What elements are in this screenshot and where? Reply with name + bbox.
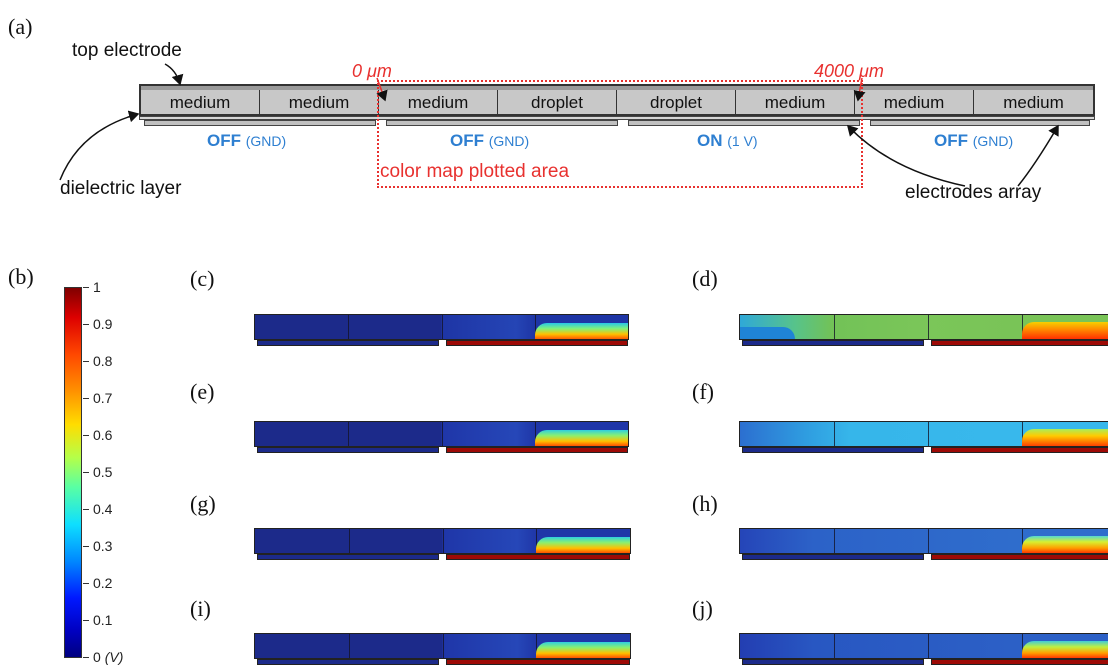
cell-medium: medium bbox=[1003, 93, 1064, 112]
cell-medium: medium bbox=[855, 90, 974, 116]
colorbar-tick-label: 0.1 bbox=[93, 612, 113, 628]
colorbar-tick bbox=[83, 583, 89, 584]
dielectric-layer-label: dielectric layer bbox=[60, 178, 182, 199]
panel-i-electrode bbox=[257, 659, 439, 665]
panel-f-map bbox=[739, 421, 1108, 447]
cell-droplet: droplet bbox=[498, 90, 617, 116]
panel-e-map bbox=[254, 421, 629, 447]
panel-f-electrode-on bbox=[931, 447, 1108, 453]
colorbar-tick-label: 0.8 bbox=[93, 353, 113, 369]
panel-c-map bbox=[254, 314, 629, 340]
colorbar-tick bbox=[83, 546, 89, 547]
panel-d-electrode-on bbox=[931, 340, 1108, 346]
colorbar-tick bbox=[83, 324, 89, 325]
cell-medium: medium bbox=[379, 90, 498, 116]
panel-j-electrode bbox=[742, 659, 924, 665]
colorbar-tick bbox=[83, 509, 89, 510]
electrode-4 bbox=[870, 120, 1090, 126]
panel-b-label: (b) bbox=[8, 264, 34, 289]
panel-f-label: (f) bbox=[692, 379, 714, 404]
colorbar-tick-label: 0.5 bbox=[93, 464, 113, 480]
colorbar-tick bbox=[83, 657, 89, 658]
colorbar-tick bbox=[83, 435, 89, 436]
colorbar-tick-label: 0.3 bbox=[93, 538, 113, 554]
cell-medium: medium bbox=[141, 90, 260, 116]
colorbar-tick-label: 0.6 bbox=[93, 427, 113, 443]
colorbar-tick bbox=[83, 620, 89, 621]
top-electrode-label: top electrode bbox=[72, 40, 182, 61]
panel-c-electrode-on bbox=[446, 340, 628, 346]
colorbar-tick-label: 1 bbox=[93, 279, 101, 295]
panel-j-label: (j) bbox=[692, 596, 713, 621]
electrode-3 bbox=[628, 120, 860, 126]
panel-d-label: (d) bbox=[692, 266, 718, 291]
colorbar-tick-label: 0.4 bbox=[93, 501, 113, 517]
panel-a-label: (a) bbox=[8, 14, 33, 39]
panel-c-label: (c) bbox=[190, 266, 215, 291]
panel-f-electrode bbox=[742, 447, 924, 453]
panel-h-electrode-on bbox=[931, 554, 1108, 560]
panel-e-electrode bbox=[257, 447, 439, 453]
electrodes-array-label: electrodes array bbox=[905, 182, 1042, 203]
electrode-1-label: OFF (GND) bbox=[207, 131, 287, 150]
colorbar-tick bbox=[83, 361, 89, 362]
panel-g-electrode-on bbox=[446, 554, 630, 560]
electrode-2 bbox=[386, 120, 618, 126]
plotted-area-box bbox=[377, 80, 863, 188]
panel-g-electrode bbox=[257, 554, 439, 560]
panel-j-map bbox=[739, 633, 1108, 659]
panel-g-map bbox=[254, 528, 631, 554]
panel-i-label: (i) bbox=[190, 596, 211, 621]
panel-h-electrode bbox=[742, 554, 924, 560]
electrode-2-label: OFF (GND) bbox=[450, 131, 530, 150]
annotation-arrows bbox=[59, 63, 1059, 187]
colorbar-tick bbox=[83, 472, 89, 473]
panel-d-map bbox=[739, 314, 1108, 340]
colorbar-tick-label: 0.9 bbox=[93, 316, 113, 332]
colorbar-tick-label: 0 (V) bbox=[93, 649, 124, 665]
range-end-label: 4000 μm bbox=[814, 61, 884, 81]
dielectric-strip bbox=[139, 116, 1095, 120]
colorbar bbox=[64, 287, 82, 658]
panel-d-electrode bbox=[742, 340, 924, 346]
device-strip: medium medium medium droplet droplet med… bbox=[139, 84, 1095, 116]
electrode-1 bbox=[144, 120, 376, 126]
panel-i-map bbox=[254, 633, 631, 659]
panel-h-map bbox=[739, 528, 1108, 554]
panel-h-label: (h) bbox=[692, 491, 718, 516]
panel-j-electrode-on bbox=[931, 659, 1108, 665]
cell-droplet: droplet bbox=[617, 90, 736, 116]
panel-e-label: (e) bbox=[190, 379, 215, 404]
panel-c-electrode bbox=[257, 340, 439, 346]
plotted-area-label: color map plotted area bbox=[380, 161, 570, 182]
colorbar-tick bbox=[83, 287, 89, 288]
colorbar-tick bbox=[83, 398, 89, 399]
panel-g-label: (g) bbox=[190, 491, 216, 516]
colorbar-tick-label: 0.2 bbox=[93, 575, 113, 591]
panel-i-electrode-on bbox=[446, 659, 630, 665]
range-start-label: 0 μm bbox=[352, 61, 392, 81]
panel-e-electrode-on bbox=[446, 447, 628, 453]
electrode-3-label: ON (1 V) bbox=[697, 131, 758, 150]
colorbar-tick-label: 0.7 bbox=[93, 390, 113, 406]
cell-medium: medium bbox=[736, 90, 855, 116]
electrode-4-label: OFF (GND) bbox=[934, 131, 1014, 150]
